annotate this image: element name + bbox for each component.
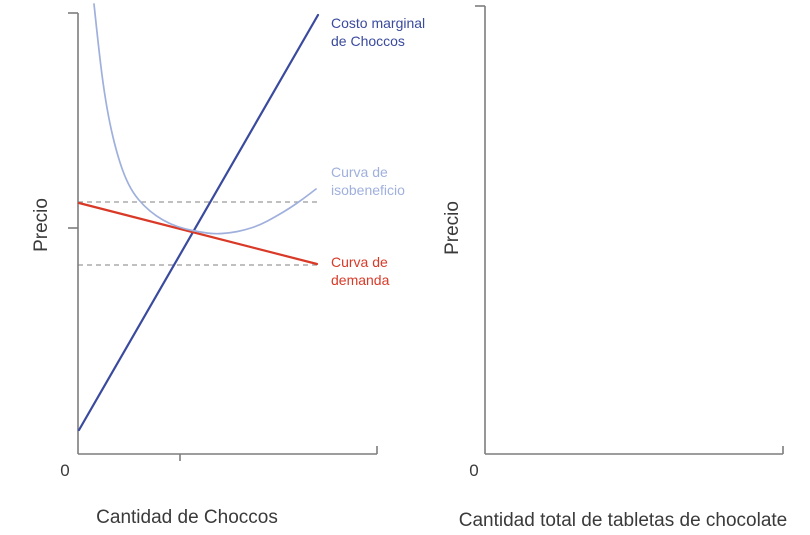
left-x-axis-label: Cantidad de Choccos [96, 507, 278, 528]
demand-curve-line [77, 201, 319, 266]
left-chart [68, 3, 378, 461]
right-y-axis-label: Precio [442, 201, 463, 255]
isoprofit-curve [93, 3, 317, 235]
marginal-cost-annotation: Costo marginal de Choccos [331, 15, 426, 49]
right-origin-label: 0 [469, 461, 479, 480]
left-y-axis-label: Precio [31, 198, 52, 252]
marginal-cost-line [77, 13, 320, 432]
right-chart [475, 5, 784, 455]
demand-annotation: Curva de demanda [331, 254, 390, 288]
isoprofit-annotation: Curva de isobeneficio [331, 164, 405, 198]
left-origin-label: 0 [60, 461, 70, 480]
right-x-axis-label: Cantidad total de tabletas de chocolate [458, 510, 788, 531]
